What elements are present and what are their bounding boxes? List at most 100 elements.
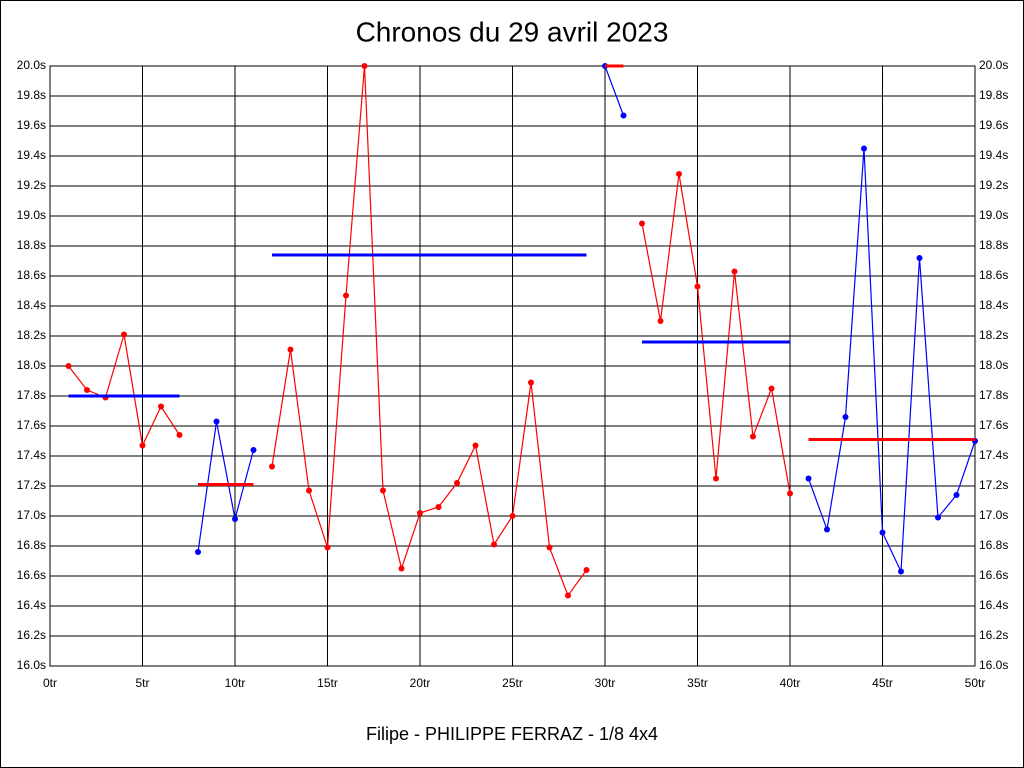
point xyxy=(84,387,90,393)
y2-tick-label: 17.6s xyxy=(979,418,1008,432)
plot-frame xyxy=(49,65,976,667)
point xyxy=(65,363,72,369)
point xyxy=(250,447,257,453)
y-tick-label: 17.8s xyxy=(17,388,46,402)
y2-tick-label: 18.8s xyxy=(979,238,1008,252)
point xyxy=(639,220,645,227)
y2-tick-label: 17.4s xyxy=(979,448,1008,462)
point xyxy=(787,490,793,497)
y-tick-label: 16.0s xyxy=(17,658,46,672)
y-tick-label: 19.2s xyxy=(17,178,46,192)
y-tick-label: 17.2s xyxy=(17,478,46,492)
chart-title: Chronos du 29 avril 2023 xyxy=(356,16,669,47)
y-tick-label: 16.8s xyxy=(17,538,46,552)
point xyxy=(805,475,812,482)
point xyxy=(657,318,664,324)
point xyxy=(435,504,442,510)
x-axis-label: Filipe - PHILIPPE FERRAZ - 1/8 4x4 xyxy=(366,724,658,744)
point xyxy=(454,480,460,486)
y-tick-label: 19.0s xyxy=(17,208,46,222)
y-tick-label: 18.2s xyxy=(17,328,46,342)
point xyxy=(731,268,738,275)
x-tick-label: 5tr xyxy=(135,676,149,690)
x-tick-label: 35tr xyxy=(687,676,708,690)
line xyxy=(271,65,587,597)
y-tick-label: 20.0s xyxy=(17,58,46,72)
y2-tick-label: 19.0s xyxy=(979,208,1008,222)
point xyxy=(232,516,238,522)
point xyxy=(417,510,423,516)
point xyxy=(139,442,146,449)
y2-tick-label: 20.0s xyxy=(979,58,1008,72)
y-tick-label: 17.0s xyxy=(17,508,46,522)
y2-tick-label: 16.2s xyxy=(979,628,1008,642)
y2-tick-label: 19.2s xyxy=(979,178,1008,192)
point xyxy=(176,432,183,438)
point xyxy=(121,331,127,338)
y-tick-label: 16.6s xyxy=(17,568,46,582)
x-tick-label: 50tr xyxy=(965,676,986,690)
y2-tick-label: 19.8s xyxy=(979,88,1008,102)
point xyxy=(842,414,849,420)
line xyxy=(604,65,625,116)
point xyxy=(491,541,497,548)
y2-tick-label: 19.4s xyxy=(979,148,1008,162)
y-tick-label: 16.2s xyxy=(17,628,46,642)
point xyxy=(509,513,516,519)
point xyxy=(213,418,220,425)
x-tick-label: 45tr xyxy=(872,676,893,690)
point xyxy=(565,592,571,599)
y2-tick-label: 18.2s xyxy=(979,328,1008,342)
point xyxy=(824,526,830,533)
point xyxy=(306,487,312,494)
y2-tick-label: 17.0s xyxy=(979,508,1008,522)
y-tick-label: 16.4s xyxy=(17,598,46,612)
point xyxy=(768,385,775,392)
x-tick-label: 20tr xyxy=(410,676,431,690)
y-tick-label: 17.4s xyxy=(17,448,46,462)
point xyxy=(380,487,386,494)
y-tick-label: 18.6s xyxy=(17,268,46,282)
y2-tick-label: 18.6s xyxy=(979,268,1008,282)
point xyxy=(750,433,756,440)
point xyxy=(158,403,164,410)
y2-tick-label: 17.2s xyxy=(979,478,1008,492)
x-tick-label: 10tr xyxy=(225,676,246,690)
point xyxy=(676,171,682,177)
y2-tick-label: 17.8s xyxy=(979,388,1008,402)
y2-tick-label: 16.8s xyxy=(979,538,1008,552)
x-tick-label: 0tr xyxy=(43,676,57,690)
point xyxy=(583,567,590,573)
point xyxy=(528,379,534,386)
point xyxy=(287,346,294,353)
y-tick-label: 19.4s xyxy=(17,148,46,162)
point xyxy=(269,463,275,470)
point xyxy=(546,544,553,551)
point xyxy=(898,568,904,575)
point xyxy=(620,112,627,119)
point xyxy=(861,145,867,152)
y2-tick-label: 16.6s xyxy=(979,568,1008,582)
line xyxy=(807,148,976,572)
y2-tick-label: 18.4s xyxy=(979,298,1008,312)
point xyxy=(879,529,886,536)
x-tick-label: 30tr xyxy=(595,676,616,690)
y-tick-label: 18.0s xyxy=(17,358,46,372)
point xyxy=(953,492,960,498)
point xyxy=(713,475,719,482)
point xyxy=(361,63,368,69)
point xyxy=(324,544,331,551)
y2-tick-label: 16.4s xyxy=(979,598,1008,612)
point xyxy=(935,514,941,521)
x-tick-label: 15tr xyxy=(317,676,338,690)
x-tick-label: 25tr xyxy=(502,676,523,690)
y-tick-label: 17.6s xyxy=(17,418,46,432)
point xyxy=(343,292,349,299)
y-tick-label: 18.8s xyxy=(17,238,46,252)
y2-tick-label: 18.0s xyxy=(979,358,1008,372)
x-tick-label: 40tr xyxy=(780,676,801,690)
point xyxy=(398,565,405,572)
point xyxy=(916,255,923,261)
y2-tick-label: 19.6s xyxy=(979,118,1008,132)
